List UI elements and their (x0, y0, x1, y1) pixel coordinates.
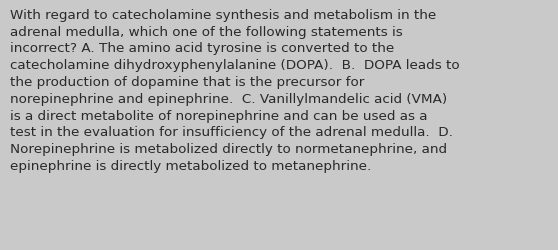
Text: With regard to catecholamine synthesis and metabolism in the
adrenal medulla, wh: With regard to catecholamine synthesis a… (10, 9, 460, 172)
